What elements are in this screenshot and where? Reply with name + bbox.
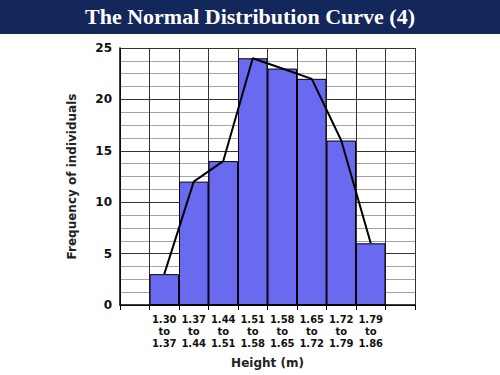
svg-text:25: 25	[95, 41, 112, 55]
svg-text:5: 5	[104, 247, 112, 261]
svg-text:to: to	[247, 326, 259, 337]
svg-text:1.58: 1.58	[270, 314, 295, 325]
svg-text:to: to	[158, 326, 170, 337]
svg-text:20: 20	[95, 92, 112, 106]
svg-text:1.86: 1.86	[358, 338, 383, 349]
html-text:The Normal Distribution Curve: The Normal Distribution Curve (4)	[85, 4, 415, 29]
svg-text:1.51: 1.51	[211, 338, 236, 349]
svg-text:1.72: 1.72	[299, 338, 324, 349]
svg-text:1.72: 1.72	[329, 314, 354, 325]
svg-text:1.79: 1.79	[358, 314, 383, 325]
svg-text:1.79: 1.79	[329, 338, 354, 349]
svg-text:to: to	[306, 326, 318, 337]
svg-text:to: to	[188, 326, 200, 337]
svg-text:1.44: 1.44	[181, 338, 206, 349]
svg-text:0: 0	[104, 298, 112, 312]
svg-text:1.65: 1.65	[270, 338, 295, 349]
svg-text:to: to	[276, 326, 288, 337]
svg-text:1.44: 1.44	[211, 314, 236, 325]
svg-text:to: to	[335, 326, 347, 337]
svg-text:1.65: 1.65	[299, 314, 324, 325]
svg-text:1.51: 1.51	[240, 314, 265, 325]
svg-text:15: 15	[95, 144, 112, 158]
svg-text:1.37: 1.37	[152, 338, 177, 349]
svg-text:1.37: 1.37	[181, 314, 206, 325]
svg-text:10: 10	[95, 195, 112, 209]
svg-text:to: to	[365, 326, 377, 337]
svg-text:Frequency of individuals: Frequency of individuals	[65, 94, 79, 260]
svg-text:1.30: 1.30	[152, 314, 177, 325]
svg-text:Height (m): Height (m)	[231, 356, 304, 370]
svg-text:to: to	[217, 326, 229, 337]
svg-text:1.58: 1.58	[240, 338, 265, 349]
